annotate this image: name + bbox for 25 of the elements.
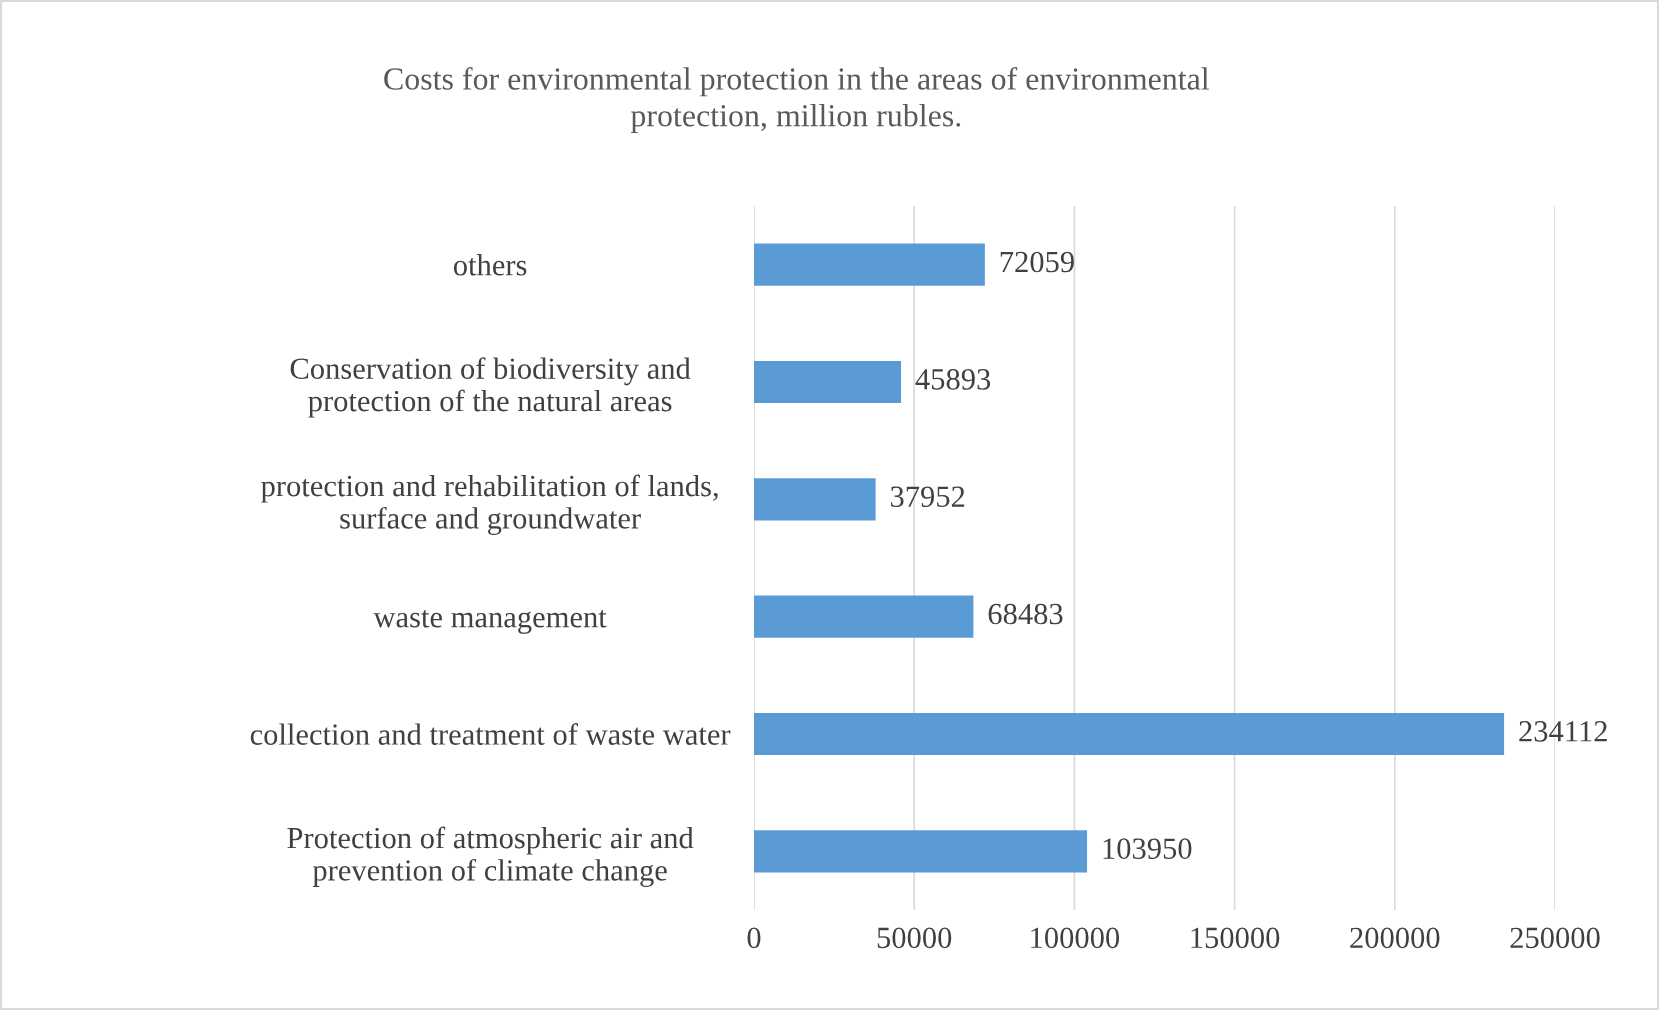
y-tick-label: others	[453, 254, 527, 276]
x-tick-label: 50000	[877, 927, 952, 949]
x-tick-label: 200000	[1350, 927, 1440, 949]
x-tick-label: 150000	[1191, 927, 1280, 949]
data-label: 45893	[915, 369, 991, 390]
x-tick-label: 0	[747, 927, 761, 949]
y-tick-label: waste management	[373, 610, 607, 634]
bar	[754, 712, 1505, 756]
data-label: 37952	[890, 486, 965, 507]
bar	[754, 595, 974, 638]
y-tick-label: protection and rehabilitation of lands, surface and groundwater	[261, 474, 718, 535]
data-label: 234112	[1519, 721, 1607, 742]
x-tick-label: 100000	[1031, 927, 1120, 949]
y-tick-label: Conservation of biodiversity and protection of the natural areas	[290, 357, 691, 418]
bar	[754, 830, 1088, 873]
data-label: 72059	[1000, 251, 1074, 273]
data-label: 68483	[988, 603, 1063, 625]
bar	[754, 360, 902, 404]
chart-title: Costs for environmental protection in the areas of environmental protection, million rubles.	[384, 66, 1210, 134]
bar	[754, 478, 876, 521]
bar	[754, 243, 985, 286]
y-tick-label: collection and treatment of waste water	[250, 723, 731, 745]
data-label: 103950	[1103, 838, 1192, 859]
y-tick-label: Protection of atmospheric air and prevention of climate change	[287, 826, 694, 887]
x-tick-label: 250000	[1510, 927, 1600, 949]
